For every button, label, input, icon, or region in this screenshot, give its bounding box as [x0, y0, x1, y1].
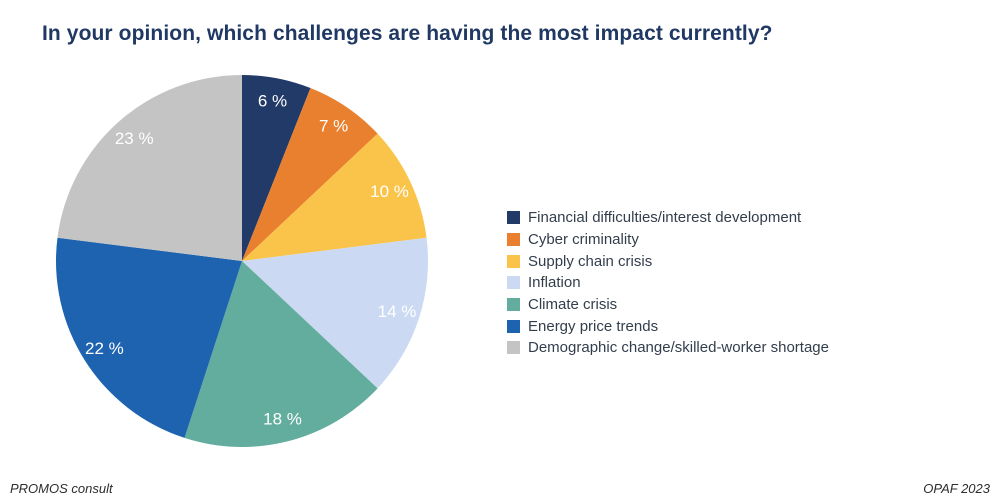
legend-item-label: Demographic change/skilled-worker shorta… — [528, 339, 829, 357]
legend-item-label: Energy price trends — [528, 317, 659, 335]
pie-slice-1 — [242, 75, 311, 261]
legend-item-label: Inflation — [528, 274, 581, 292]
pie-slice-value-label: 18 % — [263, 409, 302, 428]
pie-slice-value-label: 6 % — [258, 91, 287, 110]
legend-swatch-icon — [507, 341, 520, 355]
legend-item: Demographic change/skilled-worker shorta… — [507, 337, 829, 359]
pie-slice-6 — [56, 237, 242, 438]
legend-item: Inflation — [507, 272, 829, 294]
legend-swatch-icon — [507, 319, 520, 333]
legend-swatch-icon — [507, 233, 520, 247]
pie-slice-value-label: 10 % — [370, 182, 409, 201]
legend-item-label: Supply chain crisis — [528, 252, 653, 270]
legend-item-label: Financial difficulties/interest developm… — [528, 209, 802, 227]
legend: Financial difficulties/interest developm… — [507, 207, 829, 359]
pie-slice-value-label: 22 % — [85, 339, 124, 358]
footer-report-label: OPAF 2023 — [923, 481, 990, 496]
legend-swatch-icon — [507, 276, 520, 290]
pie-slice-7 — [57, 75, 242, 261]
legend-item-label: Cyber criminality — [528, 231, 639, 249]
legend-swatch-icon — [507, 298, 520, 312]
pie-slice-value-label: 7 % — [319, 117, 348, 136]
legend-item: Energy price trends — [507, 315, 829, 337]
legend-swatch-icon — [507, 254, 520, 268]
pie-slice-value-label: 14 % — [378, 302, 417, 321]
legend-item-label: Climate crisis — [528, 296, 618, 314]
legend-item: Climate crisis — [507, 294, 829, 316]
pie-slice-2 — [242, 88, 378, 261]
legend-item: Supply chain crisis — [507, 250, 829, 272]
footer-source-label: PROMOS consult — [10, 481, 113, 496]
pie-slice-5 — [184, 261, 378, 447]
pie-slice-value-label: 23 % — [115, 129, 154, 148]
chart-title: In your opinion, which challenges are ha… — [42, 22, 773, 45]
legend-swatch-icon — [507, 211, 520, 225]
pie-slice-3 — [242, 133, 427, 261]
legend-item: Cyber criminality — [507, 229, 829, 251]
legend-item: Financial difficulties/interest developm… — [507, 207, 829, 229]
pie-slice-4 — [242, 237, 428, 389]
pie-chart: 6 % 7 % 10 % 14 % 18 % 22 % 23 % — [56, 75, 428, 447]
